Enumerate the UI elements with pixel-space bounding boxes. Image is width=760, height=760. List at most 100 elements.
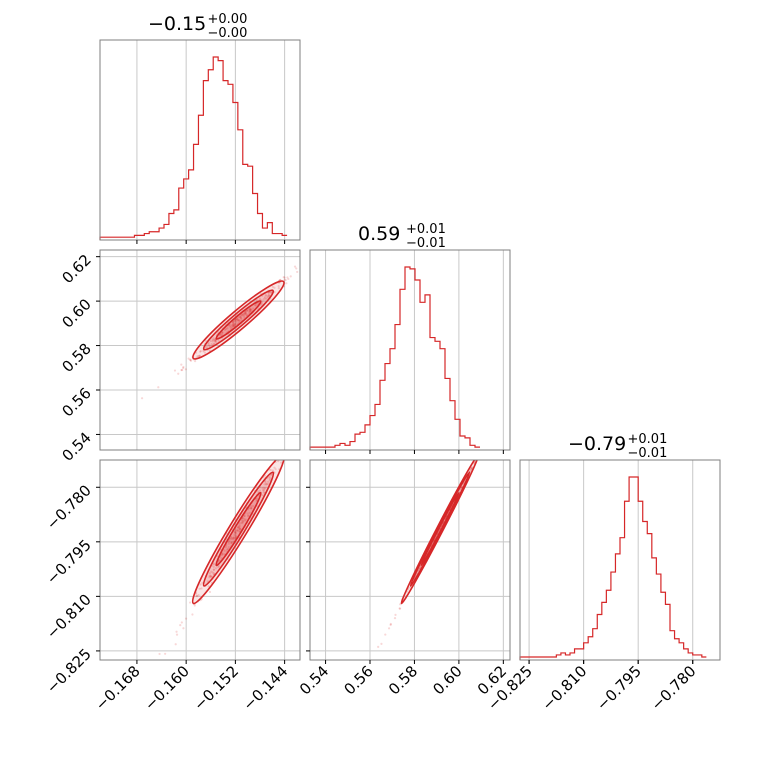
sample-point bbox=[268, 479, 271, 482]
sample-point bbox=[207, 343, 210, 346]
sample-point bbox=[482, 445, 484, 447]
sample-point bbox=[232, 537, 235, 541]
y-tick-label: 0.62 bbox=[58, 251, 94, 287]
sample-point bbox=[263, 297, 266, 300]
sample-point bbox=[234, 322, 237, 326]
sample-point bbox=[217, 564, 221, 568]
contour-inner bbox=[215, 491, 262, 567]
y-tick-label: 0.60 bbox=[58, 295, 94, 331]
sample-point bbox=[240, 317, 243, 320]
sample-point bbox=[264, 294, 267, 297]
sample-point bbox=[217, 339, 220, 342]
sample-point bbox=[189, 358, 192, 362]
sample-point bbox=[231, 323, 234, 327]
sample-point bbox=[195, 594, 198, 597]
sample-point bbox=[232, 324, 235, 327]
sample-point bbox=[250, 506, 253, 510]
sample-point bbox=[237, 319, 240, 322]
sample-point bbox=[208, 572, 211, 575]
x-tick-label: −0.160 bbox=[141, 662, 193, 714]
sample-point bbox=[239, 528, 242, 531]
param-title-plus-1: +0.00 bbox=[208, 12, 248, 27]
sample-point bbox=[241, 313, 244, 316]
sample-point bbox=[229, 325, 232, 328]
sample-point bbox=[221, 553, 224, 557]
sample-point bbox=[179, 624, 182, 627]
sample-point bbox=[234, 535, 238, 539]
sample-point bbox=[263, 483, 266, 486]
sample-point bbox=[282, 453, 284, 455]
sample-point bbox=[232, 321, 235, 324]
sample-point bbox=[271, 469, 274, 472]
sample-point bbox=[193, 360, 197, 363]
sample-point bbox=[189, 359, 193, 362]
sample-point bbox=[249, 308, 252, 311]
sample-point bbox=[214, 340, 217, 343]
sample-point bbox=[207, 585, 210, 588]
sample-point bbox=[221, 331, 224, 334]
sample-point bbox=[230, 540, 233, 544]
scatter-frame-3 bbox=[309, 459, 511, 661]
x-tick-label: −0.810 bbox=[538, 662, 590, 714]
sample-point bbox=[304, 415, 306, 417]
sample-point bbox=[242, 315, 246, 318]
param-title-plus-2: +0.01 bbox=[406, 222, 446, 237]
sample-point bbox=[263, 487, 266, 491]
sample-point bbox=[394, 613, 397, 616]
sample-point bbox=[477, 453, 479, 455]
sample-point bbox=[213, 340, 217, 343]
sample-point bbox=[479, 450, 481, 452]
sample-point bbox=[212, 563, 216, 566]
sample-point bbox=[194, 592, 198, 595]
sample-point bbox=[490, 428, 492, 430]
y-tick-label: −0.810 bbox=[43, 590, 95, 642]
grid-layer bbox=[100, 40, 694, 660]
param-title-minus-1: −0.00 bbox=[208, 26, 248, 41]
sample-point bbox=[232, 536, 236, 539]
sample-point bbox=[182, 367, 185, 370]
sample-point bbox=[238, 527, 242, 530]
sample-point bbox=[470, 466, 473, 469]
sample-point bbox=[253, 304, 257, 307]
sample-point bbox=[234, 530, 237, 533]
y-tick-label: −0.825 bbox=[43, 645, 95, 697]
sample-point bbox=[182, 627, 185, 630]
sample-point bbox=[234, 323, 237, 326]
sample-point bbox=[234, 318, 238, 321]
scatter-panel-1 bbox=[140, 261, 315, 400]
sample-point bbox=[249, 308, 252, 311]
sample-point bbox=[227, 540, 230, 543]
sample-point bbox=[264, 480, 267, 483]
sample-point bbox=[286, 276, 289, 279]
sample-point bbox=[387, 627, 391, 630]
sample-point bbox=[236, 316, 239, 320]
sample-point bbox=[140, 397, 144, 400]
sample-point bbox=[265, 294, 268, 297]
sample-point bbox=[280, 461, 283, 464]
sample-point bbox=[236, 318, 239, 321]
sample-point bbox=[243, 313, 246, 316]
sample-point bbox=[249, 308, 252, 311]
sample-point bbox=[184, 617, 188, 620]
sample-point bbox=[489, 432, 491, 434]
sample-point bbox=[211, 338, 214, 341]
sample-point bbox=[242, 517, 246, 520]
sample-point bbox=[313, 261, 315, 263]
sample-point bbox=[199, 583, 202, 586]
sample-point bbox=[212, 565, 215, 569]
sample-point bbox=[247, 514, 250, 517]
sample-point bbox=[264, 486, 267, 490]
sample-point bbox=[198, 354, 201, 358]
sample-point bbox=[235, 529, 238, 532]
sample-point bbox=[208, 574, 211, 577]
sample-point bbox=[243, 519, 247, 522]
sample-point bbox=[211, 340, 214, 343]
sample-point bbox=[199, 350, 202, 353]
sample-point bbox=[377, 645, 380, 648]
sample-point bbox=[293, 265, 297, 268]
sample-point bbox=[232, 536, 236, 540]
sample-point bbox=[206, 580, 209, 583]
sample-point bbox=[225, 327, 228, 331]
sample-point bbox=[244, 311, 247, 315]
contour-middle bbox=[202, 289, 275, 351]
